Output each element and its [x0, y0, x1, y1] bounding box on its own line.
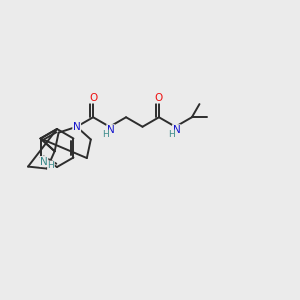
- Text: H: H: [168, 130, 175, 139]
- Text: N: N: [107, 125, 115, 135]
- Text: H: H: [48, 161, 54, 170]
- Text: O: O: [155, 93, 163, 103]
- Text: N: N: [172, 125, 180, 135]
- Text: N: N: [40, 157, 48, 166]
- Text: O: O: [89, 93, 97, 103]
- Text: H: H: [102, 130, 109, 139]
- Text: N: N: [73, 122, 81, 132]
